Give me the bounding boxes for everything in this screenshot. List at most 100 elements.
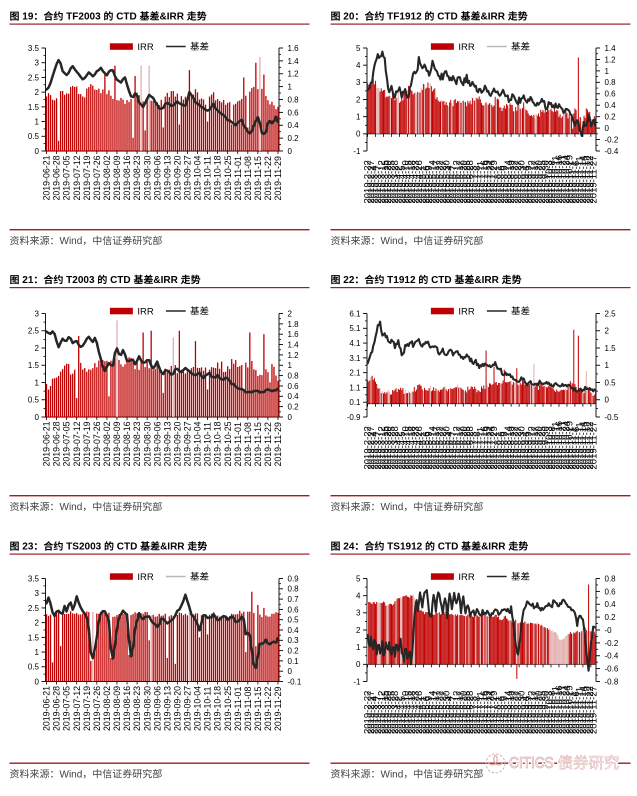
svg-text:2019-07-12: 2019-07-12: [72, 686, 82, 731]
svg-text:2019-3-12: 2019-3-12: [376, 160, 387, 203]
svg-text:2019-11-27: 2019-11-27: [588, 156, 599, 204]
svg-text:-0.5: -0.5: [605, 413, 619, 422]
svg-text:2019-5-1: 2019-5-1: [417, 431, 428, 469]
svg-text:2019-10-29: 2019-10-29: [564, 155, 575, 204]
svg-text:2019-08-09: 2019-08-09: [112, 155, 122, 200]
svg-text:2019-8-14: 2019-8-14: [503, 691, 514, 734]
svg-text:2019-10-21: 2019-10-21: [557, 155, 568, 204]
svg-text:2019-8-9: 2019-8-9: [499, 165, 510, 203]
svg-text:0: 0: [356, 660, 361, 669]
svg-text:2019-6-7: 2019-6-7: [448, 165, 459, 203]
svg-text:-0.6: -0.6: [605, 665, 619, 674]
svg-text:0.6: 0.6: [605, 587, 617, 596]
svg-text:22: 22: [343, 275, 355, 286]
svg-text:0.8: 0.8: [605, 78, 617, 87]
svg-text:2019-4-26: 2019-4-26: [414, 426, 425, 469]
svg-text:2019-9-20: 2019-9-20: [534, 426, 545, 469]
svg-text:0.5: 0.5: [288, 616, 300, 625]
svg-text:2019-3-15: 2019-3-15: [380, 426, 391, 469]
svg-text:0: 0: [288, 147, 293, 156]
svg-text:2019-5-14: 2019-5-14: [428, 691, 439, 734]
svg-text:0.4: 0.4: [605, 600, 617, 609]
svg-text:2019-10-04: 2019-10-04: [193, 686, 203, 731]
svg-text:2019-7-19: 2019-7-19: [482, 160, 493, 203]
svg-text:2019-7-3: 2019-7-3: [469, 165, 480, 203]
svg-text:2019-8-30: 2019-8-30: [516, 160, 527, 203]
svg-text:0.7: 0.7: [288, 595, 300, 604]
svg-text:2019-3-4: 2019-3-4: [370, 165, 381, 203]
svg-text:Wind: Wind: [60, 236, 83, 247]
svg-text:2019-5-30: 2019-5-30: [441, 160, 452, 203]
svg-text:2019-11-01: 2019-11-01: [233, 422, 243, 466]
svg-text:2019-9-30: 2019-9-30: [540, 160, 551, 203]
svg-text:2019-10-11: 2019-10-11: [203, 422, 213, 466]
svg-text:0.1: 0.1: [288, 657, 300, 666]
svg-text:2019-8-19: 2019-8-19: [506, 691, 517, 734]
svg-text:1.6: 1.6: [288, 330, 300, 339]
svg-text:2019-11-11: 2019-11-11: [575, 422, 586, 469]
svg-text:2019-11-22: 2019-11-22: [585, 156, 596, 204]
svg-text:0.6: 0.6: [288, 605, 300, 614]
svg-text:0.2: 0.2: [288, 134, 300, 143]
svg-text:2019-8-27: 2019-8-27: [513, 691, 524, 734]
svg-text:2019-4-10: 2019-4-10: [400, 691, 411, 734]
svg-text:2019-3-12: 2019-3-12: [376, 691, 387, 734]
svg-text:2019-5-14: 2019-5-14: [428, 426, 439, 469]
svg-text:2.5: 2.5: [28, 604, 40, 613]
svg-text:2019-08-30: 2019-08-30: [142, 155, 152, 200]
svg-text:1.2: 1.2: [605, 55, 617, 64]
svg-text:2019-09-13: 2019-09-13: [162, 686, 172, 731]
svg-text:CTD: CTD: [437, 12, 458, 23]
svg-text:1: 1: [605, 361, 610, 370]
svg-text:2019-10-25: 2019-10-25: [223, 686, 233, 731]
svg-text:-0.9: -0.9: [347, 413, 361, 422]
svg-text:1: 1: [35, 117, 40, 126]
svg-text:0.2: 0.2: [288, 403, 300, 412]
svg-text:2019-09-27: 2019-09-27: [183, 155, 193, 200]
svg-text:0: 0: [35, 147, 40, 156]
svg-text:1.4: 1.4: [288, 57, 300, 66]
svg-text:IRR: IRR: [458, 306, 475, 317]
svg-text:0: 0: [356, 130, 361, 139]
svg-text:2019-08-09: 2019-08-09: [112, 686, 122, 731]
svg-text:2019-3-28: 2019-3-28: [390, 160, 401, 203]
svg-text:2019-4-15: 2019-4-15: [404, 691, 415, 734]
svg-text:2019-10-16: 2019-10-16: [554, 685, 565, 734]
svg-text:2019-06-28: 2019-06-28: [52, 686, 62, 731]
svg-text:2019-5-27: 2019-5-27: [438, 426, 449, 469]
svg-text:3.5: 3.5: [28, 44, 40, 53]
svg-text:2019-5-14: 2019-5-14: [428, 160, 439, 203]
svg-text:2019-6-7: 2019-6-7: [448, 431, 459, 469]
svg-text:2019-08-16: 2019-08-16: [122, 155, 132, 200]
svg-text:-0.8: -0.8: [605, 677, 619, 686]
svg-text:2019-5-9: 2019-5-9: [424, 696, 435, 734]
svg-text:-0.2: -0.2: [605, 639, 619, 648]
svg-text:2019-06-21: 2019-06-21: [42, 155, 52, 200]
svg-text:2019-07-19: 2019-07-19: [82, 155, 92, 200]
svg-text:2019-6-20: 2019-6-20: [458, 691, 469, 734]
svg-text:2019-6-28: 2019-6-28: [465, 691, 476, 734]
svg-text:2019-10-11: 2019-10-11: [551, 686, 562, 734]
svg-text:24: 24: [343, 542, 355, 553]
svg-text:2019-09-20: 2019-09-20: [172, 686, 182, 731]
svg-text:2019-09-06: 2019-09-06: [152, 155, 162, 200]
svg-text:IRR: IRR: [137, 572, 154, 583]
svg-text:2019-7-8: 2019-7-8: [472, 165, 483, 203]
svg-text:0.2: 0.2: [288, 647, 300, 656]
svg-text:2019-6-12: 2019-6-12: [452, 160, 463, 203]
svg-text:0.8: 0.8: [288, 372, 300, 381]
svg-text:2019-3-4: 2019-3-4: [370, 696, 381, 734]
svg-text:2019-9-25: 2019-9-25: [537, 160, 548, 203]
svg-text:2019-5-17: 2019-5-17: [431, 426, 442, 469]
svg-text:&IRR: &IRR: [160, 12, 185, 23]
svg-text:0: 0: [605, 396, 610, 405]
svg-text:2019-11-14: 2019-11-14: [578, 686, 589, 734]
svg-text:2019-08-30: 2019-08-30: [142, 686, 152, 731]
svg-text:2019-6-25: 2019-6-25: [462, 160, 473, 203]
svg-text:2019-2-22: 2019-2-22: [363, 691, 374, 734]
svg-text:0: 0: [288, 667, 293, 676]
svg-text:2019-10-8: 2019-10-8: [547, 691, 558, 734]
svg-text:&IRR: &IRR: [160, 542, 185, 553]
svg-text:2019-7-29: 2019-7-29: [489, 426, 500, 469]
svg-text:2019-08-16: 2019-08-16: [122, 686, 132, 731]
